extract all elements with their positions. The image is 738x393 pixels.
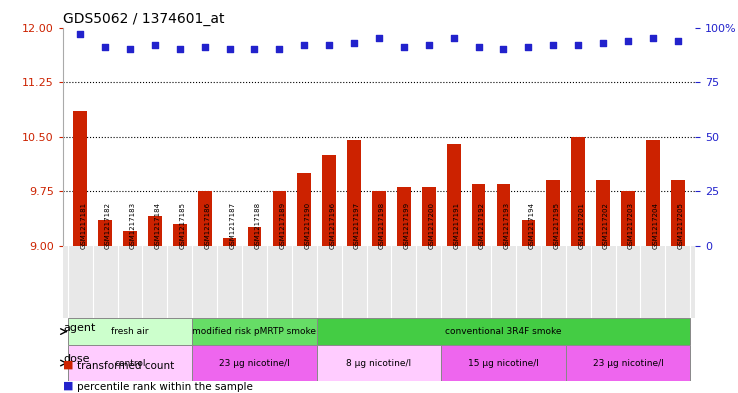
Point (249, 46, 261, 52)
Bar (372, 191, 386, 246)
Bar (68, 318, 192, 345)
Bar (173, 224, 187, 246)
Bar (671, 180, 685, 246)
Text: GSM1217196: GSM1217196 (329, 202, 335, 249)
Text: GSM1217191: GSM1217191 (454, 202, 460, 249)
Point (174, 46, 186, 52)
Text: GSM1217192: GSM1217192 (478, 202, 485, 249)
Text: GSM1217185: GSM1217185 (180, 202, 186, 249)
Point (323, 42, 335, 48)
Bar (123, 231, 137, 246)
Text: GSM1217193: GSM1217193 (503, 202, 509, 249)
Text: GSM1217181: GSM1217181 (80, 202, 86, 249)
Text: GSM1217200: GSM1217200 (429, 202, 435, 249)
Bar (297, 173, 311, 246)
Point (298, 42, 310, 48)
Point (398, 44, 410, 50)
Text: 23 μg nicotine/l: 23 μg nicotine/l (593, 358, 663, 367)
Text: control: control (114, 358, 145, 367)
Point (348, 40, 360, 46)
Text: GSM1217195: GSM1217195 (554, 202, 559, 249)
Bar (621, 191, 635, 246)
Text: GSM1217203: GSM1217203 (628, 202, 634, 249)
Text: 15 μg nicotine/l: 15 μg nicotine/l (468, 358, 539, 367)
Bar (68, 345, 192, 381)
Text: GSM1217187: GSM1217187 (230, 202, 235, 249)
Text: GSM1217190: GSM1217190 (304, 202, 310, 249)
Text: GSM1217202: GSM1217202 (603, 202, 609, 249)
Point (597, 40, 609, 46)
Bar (317, 318, 690, 345)
Point (672, 37, 683, 44)
Point (472, 44, 484, 50)
Point (548, 42, 559, 48)
Point (622, 37, 634, 44)
Text: GSM1217186: GSM1217186 (204, 202, 210, 249)
Bar (323, 155, 336, 246)
Bar (223, 238, 236, 246)
Text: GSM1217199: GSM1217199 (404, 202, 410, 249)
Text: conventional 3R4F smoke: conventional 3R4F smoke (445, 327, 562, 336)
Point (99, 44, 111, 50)
Point (572, 42, 584, 48)
Text: fresh air: fresh air (111, 327, 149, 336)
Point (75, 31, 86, 37)
Text: 23 μg nicotine/l: 23 μg nicotine/l (219, 358, 290, 367)
Point (149, 42, 161, 48)
Text: modified risk pMRTP smoke: modified risk pMRTP smoke (193, 327, 317, 336)
Text: GSM1217183: GSM1217183 (130, 202, 136, 249)
Text: GSM1217182: GSM1217182 (105, 202, 111, 249)
Point (448, 35, 460, 42)
Text: GSM1217194: GSM1217194 (528, 202, 534, 249)
Text: GSM1217197: GSM1217197 (354, 202, 360, 249)
Bar (98, 220, 112, 246)
Bar (192, 345, 317, 381)
Bar (497, 184, 510, 246)
Bar (472, 184, 486, 246)
Bar (566, 345, 690, 381)
Text: GSM1217184: GSM1217184 (155, 202, 161, 249)
Text: transformed count: transformed count (77, 361, 175, 371)
Text: ■: ■ (63, 381, 73, 391)
Point (224, 46, 235, 52)
Point (497, 46, 509, 52)
Point (523, 44, 534, 50)
Text: ■: ■ (63, 360, 73, 369)
Bar (73, 111, 87, 246)
Bar (248, 228, 261, 246)
Bar (397, 187, 411, 246)
Point (373, 35, 385, 42)
Text: GSM1217198: GSM1217198 (379, 202, 385, 249)
Text: GSM1217189: GSM1217189 (280, 202, 286, 249)
Bar (422, 187, 435, 246)
Point (423, 42, 435, 48)
Bar (347, 140, 361, 246)
Bar (192, 318, 317, 345)
Point (647, 35, 659, 42)
Point (199, 44, 210, 50)
Text: GSM1217205: GSM1217205 (677, 202, 684, 249)
Bar (148, 217, 162, 246)
Bar (596, 180, 610, 246)
Text: percentile rank within the sample: percentile rank within the sample (77, 382, 253, 392)
Text: GDS5062 / 1374601_at: GDS5062 / 1374601_at (63, 13, 224, 26)
Text: GSM1217188: GSM1217188 (255, 202, 261, 249)
Text: agent: agent (63, 323, 96, 333)
Bar (441, 345, 566, 381)
Bar (571, 136, 585, 246)
Point (274, 46, 286, 52)
Bar (646, 140, 660, 246)
Text: GSM1217201: GSM1217201 (578, 202, 584, 249)
Bar (198, 191, 212, 246)
Bar (272, 191, 286, 246)
Bar (317, 345, 441, 381)
Bar (446, 144, 461, 246)
Bar (546, 180, 560, 246)
Text: 8 μg nicotine/l: 8 μg nicotine/l (346, 358, 412, 367)
Point (124, 46, 136, 52)
Bar (522, 220, 535, 246)
Text: dose: dose (63, 354, 90, 364)
Text: GSM1217204: GSM1217204 (653, 202, 659, 249)
